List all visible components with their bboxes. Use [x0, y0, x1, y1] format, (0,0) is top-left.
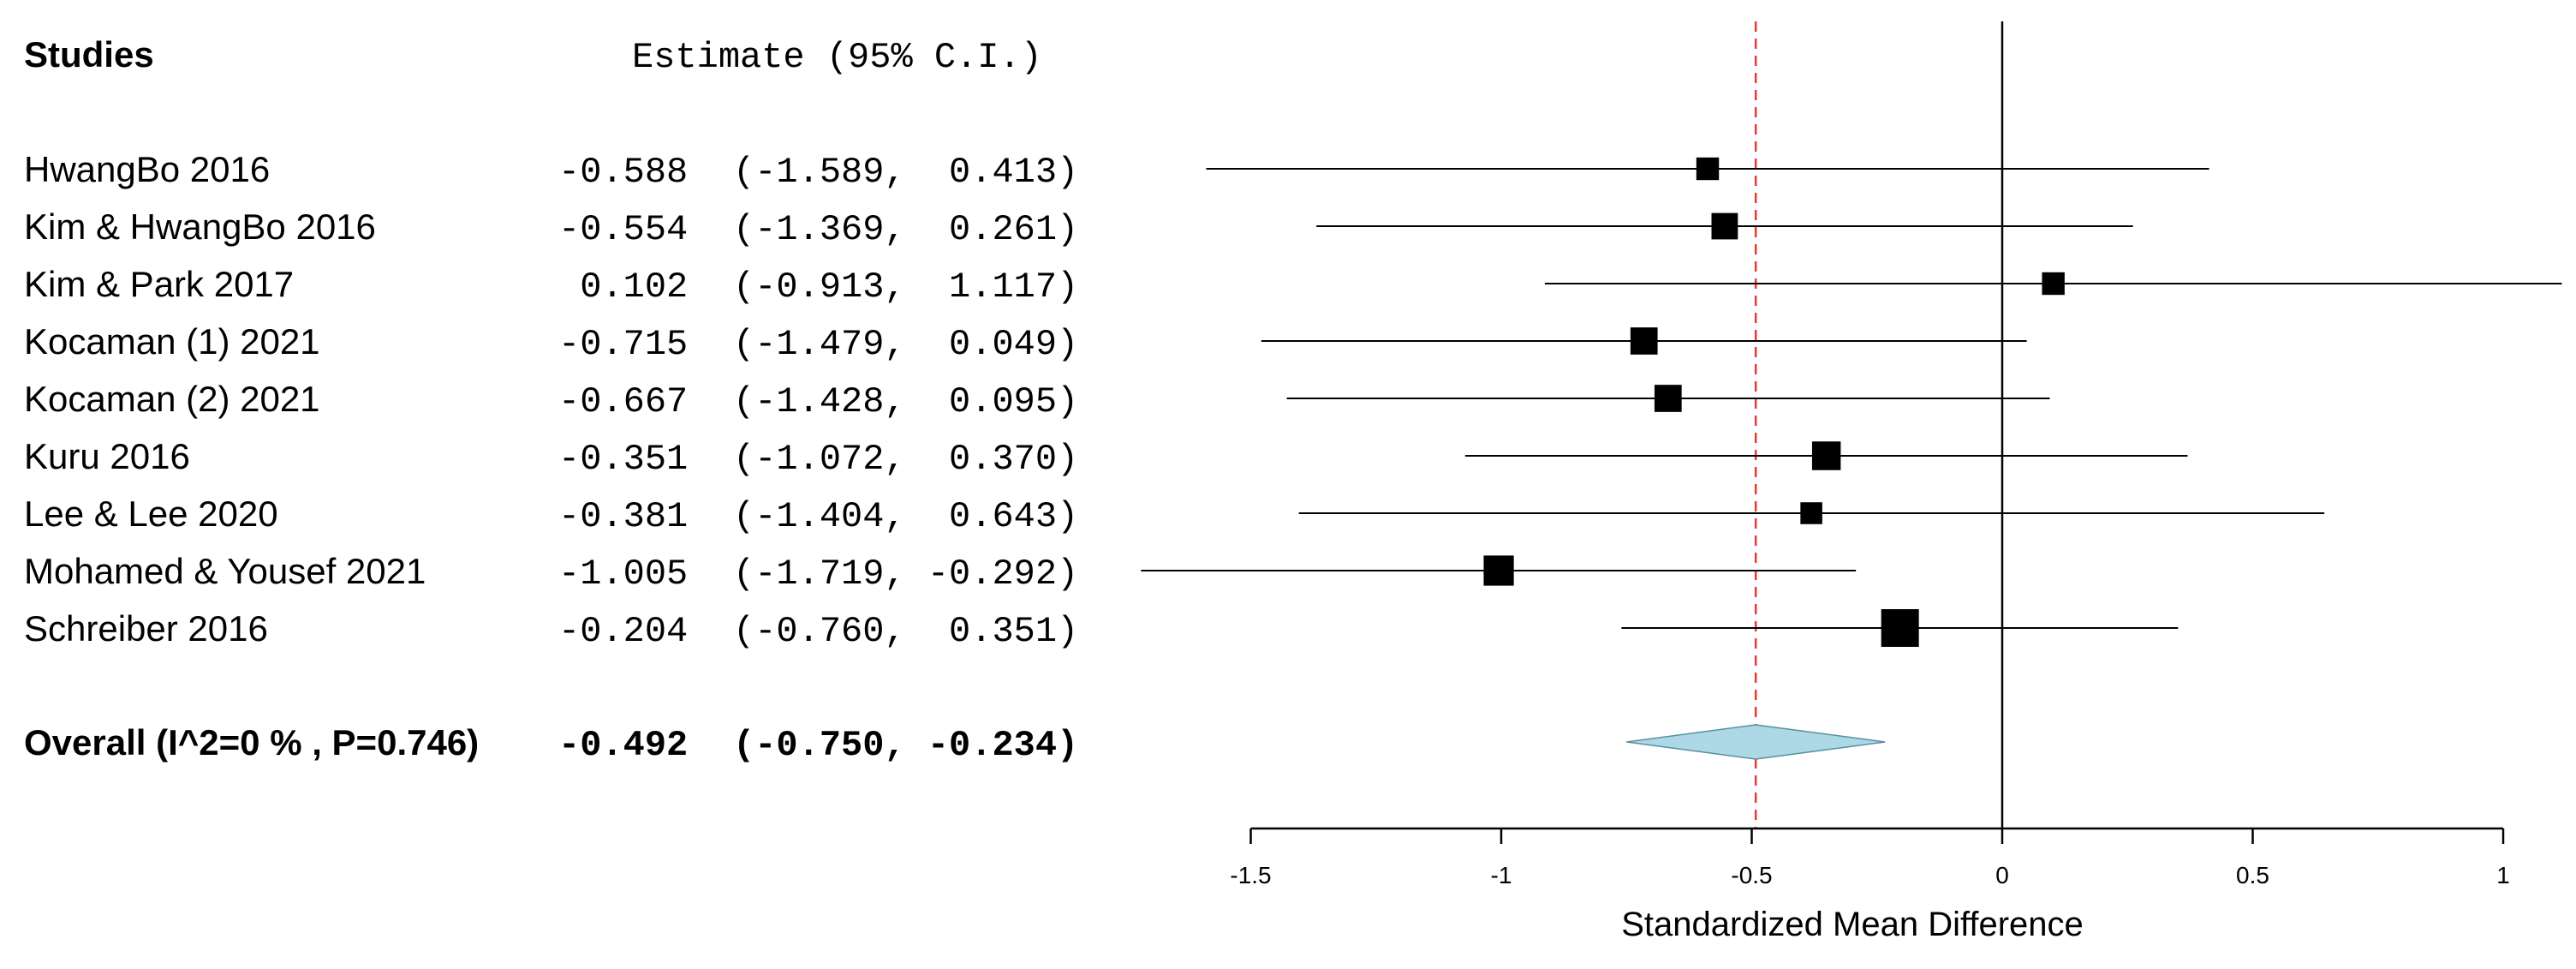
x-tick-label: -1.5 [1230, 862, 1271, 888]
study-ci: (-1.369, 0.261) [733, 209, 1078, 250]
studies-header: Studies [24, 34, 154, 75]
overall-ci: (-0.750, -0.234) [733, 725, 1078, 766]
study-ci: (-0.913, 1.117) [733, 266, 1078, 308]
x-tick-label: -0.5 [1731, 862, 1772, 888]
overall-estimate: -0.492 [558, 725, 688, 766]
study-ci: (-1.428, 0.095) [733, 381, 1078, 422]
study-name: Kim & Park 2017 [24, 264, 294, 304]
study-ci: (-1.479, 0.049) [733, 324, 1078, 365]
study-ci: (-0.760, 0.351) [733, 611, 1078, 652]
estimate-marker [2042, 272, 2065, 296]
estimate-marker [1800, 502, 1822, 524]
x-tick-label: 0.5 [2236, 862, 2269, 888]
estimate-marker [1483, 555, 1514, 586]
study-estimate: -0.351 [558, 439, 688, 480]
study-estimate: -0.554 [558, 209, 688, 250]
study-estimate: -0.715 [558, 324, 688, 365]
estimate-marker [1630, 327, 1658, 355]
overall-diamond [1626, 724, 1886, 760]
study-name: Kim & HwangBo 2016 [24, 206, 376, 247]
study-estimate: -0.204 [558, 611, 688, 652]
study-ci: (-1.719, -0.292) [733, 553, 1078, 595]
estimate-marker [1696, 157, 1720, 181]
study-name: Kocaman (2) 2021 [24, 379, 320, 419]
x-axis-title: Standardized Mean Difference [1621, 906, 2084, 943]
study-estimate: 0.102 [558, 266, 688, 308]
study-estimate: -1.005 [558, 553, 688, 595]
study-name: Lee & Lee 2020 [24, 493, 278, 534]
study-name: Kocaman (1) 2021 [24, 321, 320, 362]
study-name: HwangBo 2016 [24, 149, 270, 189]
overall-label: Overall (I^2=0 % , P=0.746) [24, 722, 479, 763]
study-name: Kuru 2016 [24, 436, 190, 476]
study-estimate: -0.667 [558, 381, 688, 422]
estimate-header: Estimate (95% C.I.) [632, 37, 1042, 78]
study-name: Mohamed & Yousef 2021 [24, 551, 426, 591]
estimate-marker [1881, 609, 1919, 647]
estimate-marker [1711, 212, 1738, 240]
x-axis: Standardized Mean Difference -1.5 -1 -0.5 0… [1230, 827, 2510, 943]
study-estimate: -0.381 [558, 496, 688, 537]
study-ci: (-1.072, 0.370) [733, 439, 1078, 480]
x-tick-label: 0 [1995, 862, 2009, 888]
x-tick-label: 1 [2496, 862, 2510, 888]
study-ci: (-1.404, 0.643) [733, 496, 1078, 537]
study-estimate: -0.588 [558, 152, 688, 193]
plot-area [1141, 21, 2562, 828]
estimate-marker [1654, 385, 1682, 412]
x-tick-label: -1 [1491, 862, 1512, 888]
study-name: Schreiber 2016 [24, 608, 268, 649]
text-column: Studies Estimate (95% C.I.) HwangBo 2016… [24, 34, 1078, 766]
estimate-marker [1811, 441, 1841, 470]
study-ci: (-1.589, 0.413) [733, 152, 1078, 193]
